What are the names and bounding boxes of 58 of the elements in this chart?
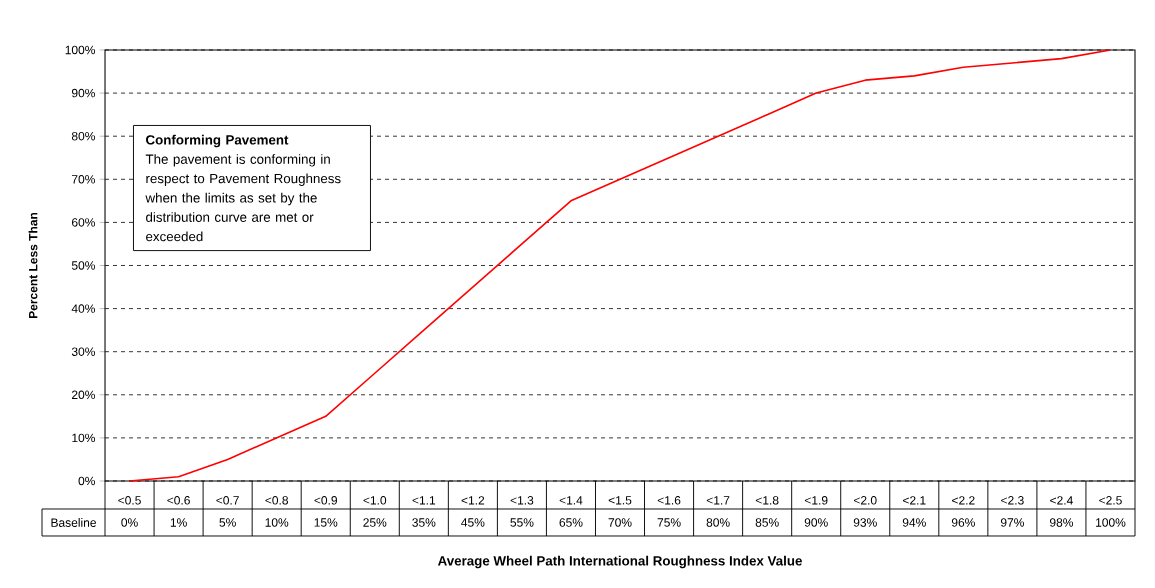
data-label: 15%: [314, 518, 338, 527]
data-label: 96%: [951, 518, 975, 527]
data-label: 97%: [1000, 518, 1024, 527]
x-tick-label: <2.3: [1001, 496, 1024, 505]
x-tick-label: <1.7: [706, 496, 730, 505]
data-label: 70%: [608, 518, 632, 527]
x-tick-label: <1.9: [804, 496, 828, 505]
annotation: Conforming Pavement: [146, 134, 289, 148]
y-tick-label: 50%: [71, 261, 95, 270]
data-label: 0%: [121, 518, 138, 527]
data-label: 35%: [412, 518, 436, 527]
data-label: 25%: [363, 518, 387, 527]
x-tick-label: <0.5: [118, 496, 141, 505]
x-tick-label: <0.7: [216, 496, 239, 505]
x-tick-label: <1.1: [412, 496, 436, 505]
x-axis-title: Average Wheel Path International Roughness Index Value: [437, 555, 802, 569]
annotation: The pavement is conforming in respect to Pavement Roughness when the limits as set by the distribution curve are met or exceeded: [145, 154, 341, 242]
text: Baseline: [51, 518, 96, 527]
x-tick-label: <1.6: [657, 496, 681, 505]
x-tick-label: <0.8: [265, 496, 288, 505]
y-tick-label: 40%: [71, 304, 95, 313]
y-axis-title: Percent Less Than: [28, 212, 38, 319]
data-label: 10%: [265, 518, 289, 527]
x-tick-label: <2.1: [903, 496, 926, 505]
x-tick-label: <2.5: [1099, 496, 1122, 505]
data-label: 80%: [706, 518, 730, 527]
data-label: 65%: [559, 518, 583, 527]
y-tick-label: 20%: [72, 390, 95, 400]
x-tick-label: <2.0: [853, 496, 877, 505]
y-tick-label: 30%: [71, 347, 95, 356]
x-tick-label: <2.2: [952, 496, 975, 505]
x-tick-label: <1.8: [755, 496, 779, 505]
data-label: 94%: [902, 518, 926, 527]
x-tick-label: <1.4: [559, 496, 583, 505]
y-tick-label: 70%: [72, 175, 95, 184]
y-tick-label: 80%: [71, 131, 95, 141]
data-label: 100%: [1096, 518, 1126, 527]
x-tick-label: <1.2: [461, 496, 485, 505]
y-tick-label: 0%: [78, 476, 95, 486]
y-tick-label: 90%: [71, 88, 95, 98]
x-tick-label: <0.9: [314, 496, 337, 505]
data-label: 98%: [1049, 518, 1074, 527]
x-tick-label: <0.6: [167, 496, 190, 505]
y-tick-label: 60%: [72, 218, 95, 227]
y-tick-label: 10%: [72, 433, 95, 443]
data-label: 55%: [510, 518, 534, 527]
data-label: 93%: [853, 518, 877, 527]
data-label: 90%: [804, 518, 828, 527]
y-tick-label: 100%: [65, 45, 95, 55]
data-label: 85%: [755, 518, 779, 527]
x-tick-label: <1.3: [510, 496, 534, 505]
data-label: 1%: [170, 518, 187, 527]
data-label: 75%: [657, 518, 681, 527]
data-label: 5%: [219, 518, 236, 527]
x-tick-label: <1.5: [608, 496, 632, 505]
data-label: 45%: [461, 518, 485, 527]
x-tick-label: <2.4: [1050, 496, 1073, 505]
x-tick-label: <1.0: [363, 496, 387, 505]
